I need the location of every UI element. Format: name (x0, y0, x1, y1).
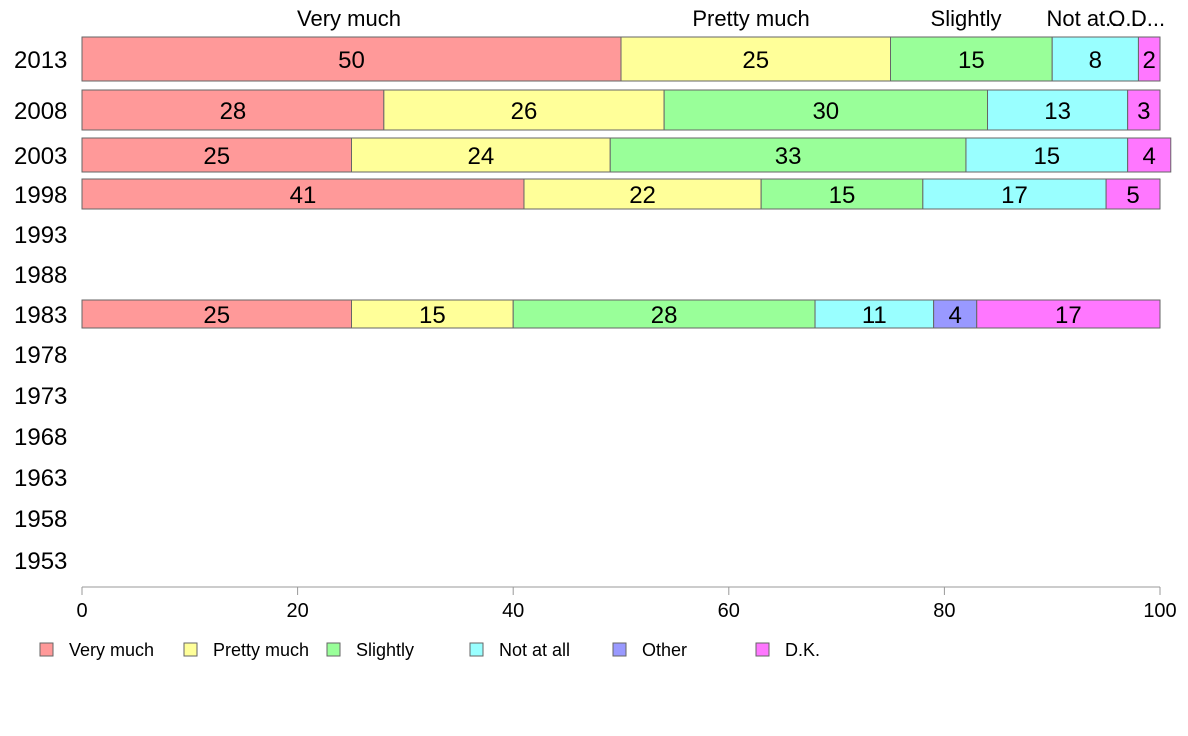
data-label: 15 (958, 47, 985, 74)
legend-swatch-not-at-all (469, 642, 484, 657)
bar-segment-very-much-1998 (81, 178, 525, 210)
data-label: 25 (203, 143, 230, 170)
x-tick-label: 0 (76, 600, 87, 622)
bar-segment-slightly-1998 (760, 178, 924, 210)
x-tick-label: 20 (286, 600, 308, 622)
data-label: 25 (203, 302, 230, 329)
y-tick-label: 1953 (14, 548, 67, 575)
bar-segment-not-at-all-2003 (965, 137, 1129, 173)
bar-segment-slightly-1983 (512, 299, 816, 329)
bar-segment-d-k-1983 (976, 299, 1161, 329)
legend-swatch-very-much (39, 642, 54, 657)
legend-label-slightly: Slightly (356, 640, 414, 660)
data-label: 15 (419, 302, 446, 329)
data-label: 17 (1001, 182, 1028, 209)
top-label: Pretty much (692, 6, 809, 31)
bar-segment-d-k-1998 (1105, 178, 1161, 210)
x-tick-label: 60 (718, 600, 740, 622)
legend-label-other: Other (642, 640, 687, 660)
bar-segment-not-at-all-1983 (814, 299, 935, 329)
y-tick-label: 2013 (14, 47, 67, 74)
x-axis: 0 20 40 60 80 100 (76, 586, 1177, 622)
top-label: Slightly (931, 6, 1002, 31)
bar-segment-pretty-much-1983 (351, 299, 514, 329)
data-label: 17 (1055, 302, 1082, 329)
x-tick-label: 40 (502, 600, 524, 622)
y-tick-label: 1993 (14, 222, 67, 249)
x-tick-label: 100 (1143, 600, 1176, 622)
data-label: 24 (468, 143, 495, 170)
data-label: 28 (220, 98, 247, 125)
legend-label-pretty-much: Pretty much (213, 640, 309, 660)
bar-segment-very-much-2008 (81, 89, 385, 131)
legend-swatch-d-k (755, 642, 770, 657)
legend-label-very-much: Very much (69, 640, 154, 660)
data-label: 50 (338, 47, 365, 74)
legend-label-not-at-all: Not at all (499, 640, 570, 660)
data-label: 13 (1044, 98, 1071, 125)
legend-swatch-slightly (326, 642, 341, 657)
top-label: Very much (297, 6, 401, 31)
bar-segment-very-much-2013 (81, 36, 622, 82)
data-label: 22 (629, 182, 656, 209)
y-tick-label: 1968 (14, 424, 67, 451)
year-labels: 2013 2008 2003 1998 1993 1988 1983 1978 1973 1968… (14, 47, 67, 575)
y-tick-label: 1958 (14, 506, 67, 533)
y-tick-label: 1963 (14, 465, 67, 492)
bar-segment-slightly-2008 (663, 89, 989, 131)
legend-swatch-pretty-much (183, 642, 198, 657)
bar-segment-d-k-2003 (1127, 137, 1172, 173)
data-label: 15 (1033, 143, 1060, 170)
data-label: 2 (1143, 47, 1156, 74)
legend-swatch-other (612, 642, 627, 657)
data-label: 15 (829, 182, 856, 209)
y-tick-label: 1978 (14, 342, 67, 369)
bar-segment-other-1983 (933, 299, 978, 329)
bar-segment-d-k-2013 (1137, 36, 1161, 82)
y-tick-label: 2008 (14, 98, 67, 125)
bar-segment-pretty-much-1998 (523, 178, 762, 210)
data-label: 28 (651, 302, 678, 329)
y-tick-label: 1998 (14, 182, 67, 209)
data-label: 5 (1126, 182, 1139, 209)
data-label: 4 (1143, 143, 1156, 170)
data-label: 41 (290, 182, 317, 209)
top-label: Not at... (1046, 6, 1123, 31)
data-label: 30 (812, 98, 839, 125)
x-tick-label: 80 (933, 600, 955, 622)
bar-segment-d-k-2008 (1127, 89, 1161, 131)
bar-segment-pretty-much-2008 (383, 89, 665, 131)
bars: 50 25 15 8 228 26 30 13 325 24 33 15 441 22 15 17 525 15 2… (81, 36, 1172, 329)
legend: Very much Pretty much Slightly Not at all Ot… (39, 640, 820, 660)
top-label: O... (1108, 6, 1143, 31)
y-tick-label: 1983 (14, 302, 67, 329)
bar-segment-not-at-all-2013 (1051, 36, 1139, 82)
data-label: 26 (511, 98, 538, 125)
y-tick-label: 1988 (14, 262, 67, 289)
bar-segment-very-much-2003 (81, 137, 352, 173)
data-label: 11 (862, 302, 887, 329)
data-label: 25 (742, 47, 769, 74)
data-label: 4 (949, 302, 962, 329)
bar-segment-pretty-much-2003 (351, 137, 611, 173)
data-label: 3 (1137, 98, 1150, 125)
y-tick-label: 2003 (14, 143, 67, 170)
bar-segment-not-at-all-1998 (922, 178, 1107, 210)
data-label: 8 (1089, 47, 1102, 74)
y-tick-label: 1973 (14, 383, 67, 410)
bar-segment-not-at-all-2008 (987, 89, 1129, 131)
top-label: D... (1131, 6, 1165, 31)
legend-label-d-k: D.K. (785, 640, 820, 660)
data-label: 33 (775, 143, 802, 170)
top-labels: Very much Pretty much Slightly Not at...O..… (297, 6, 1165, 31)
